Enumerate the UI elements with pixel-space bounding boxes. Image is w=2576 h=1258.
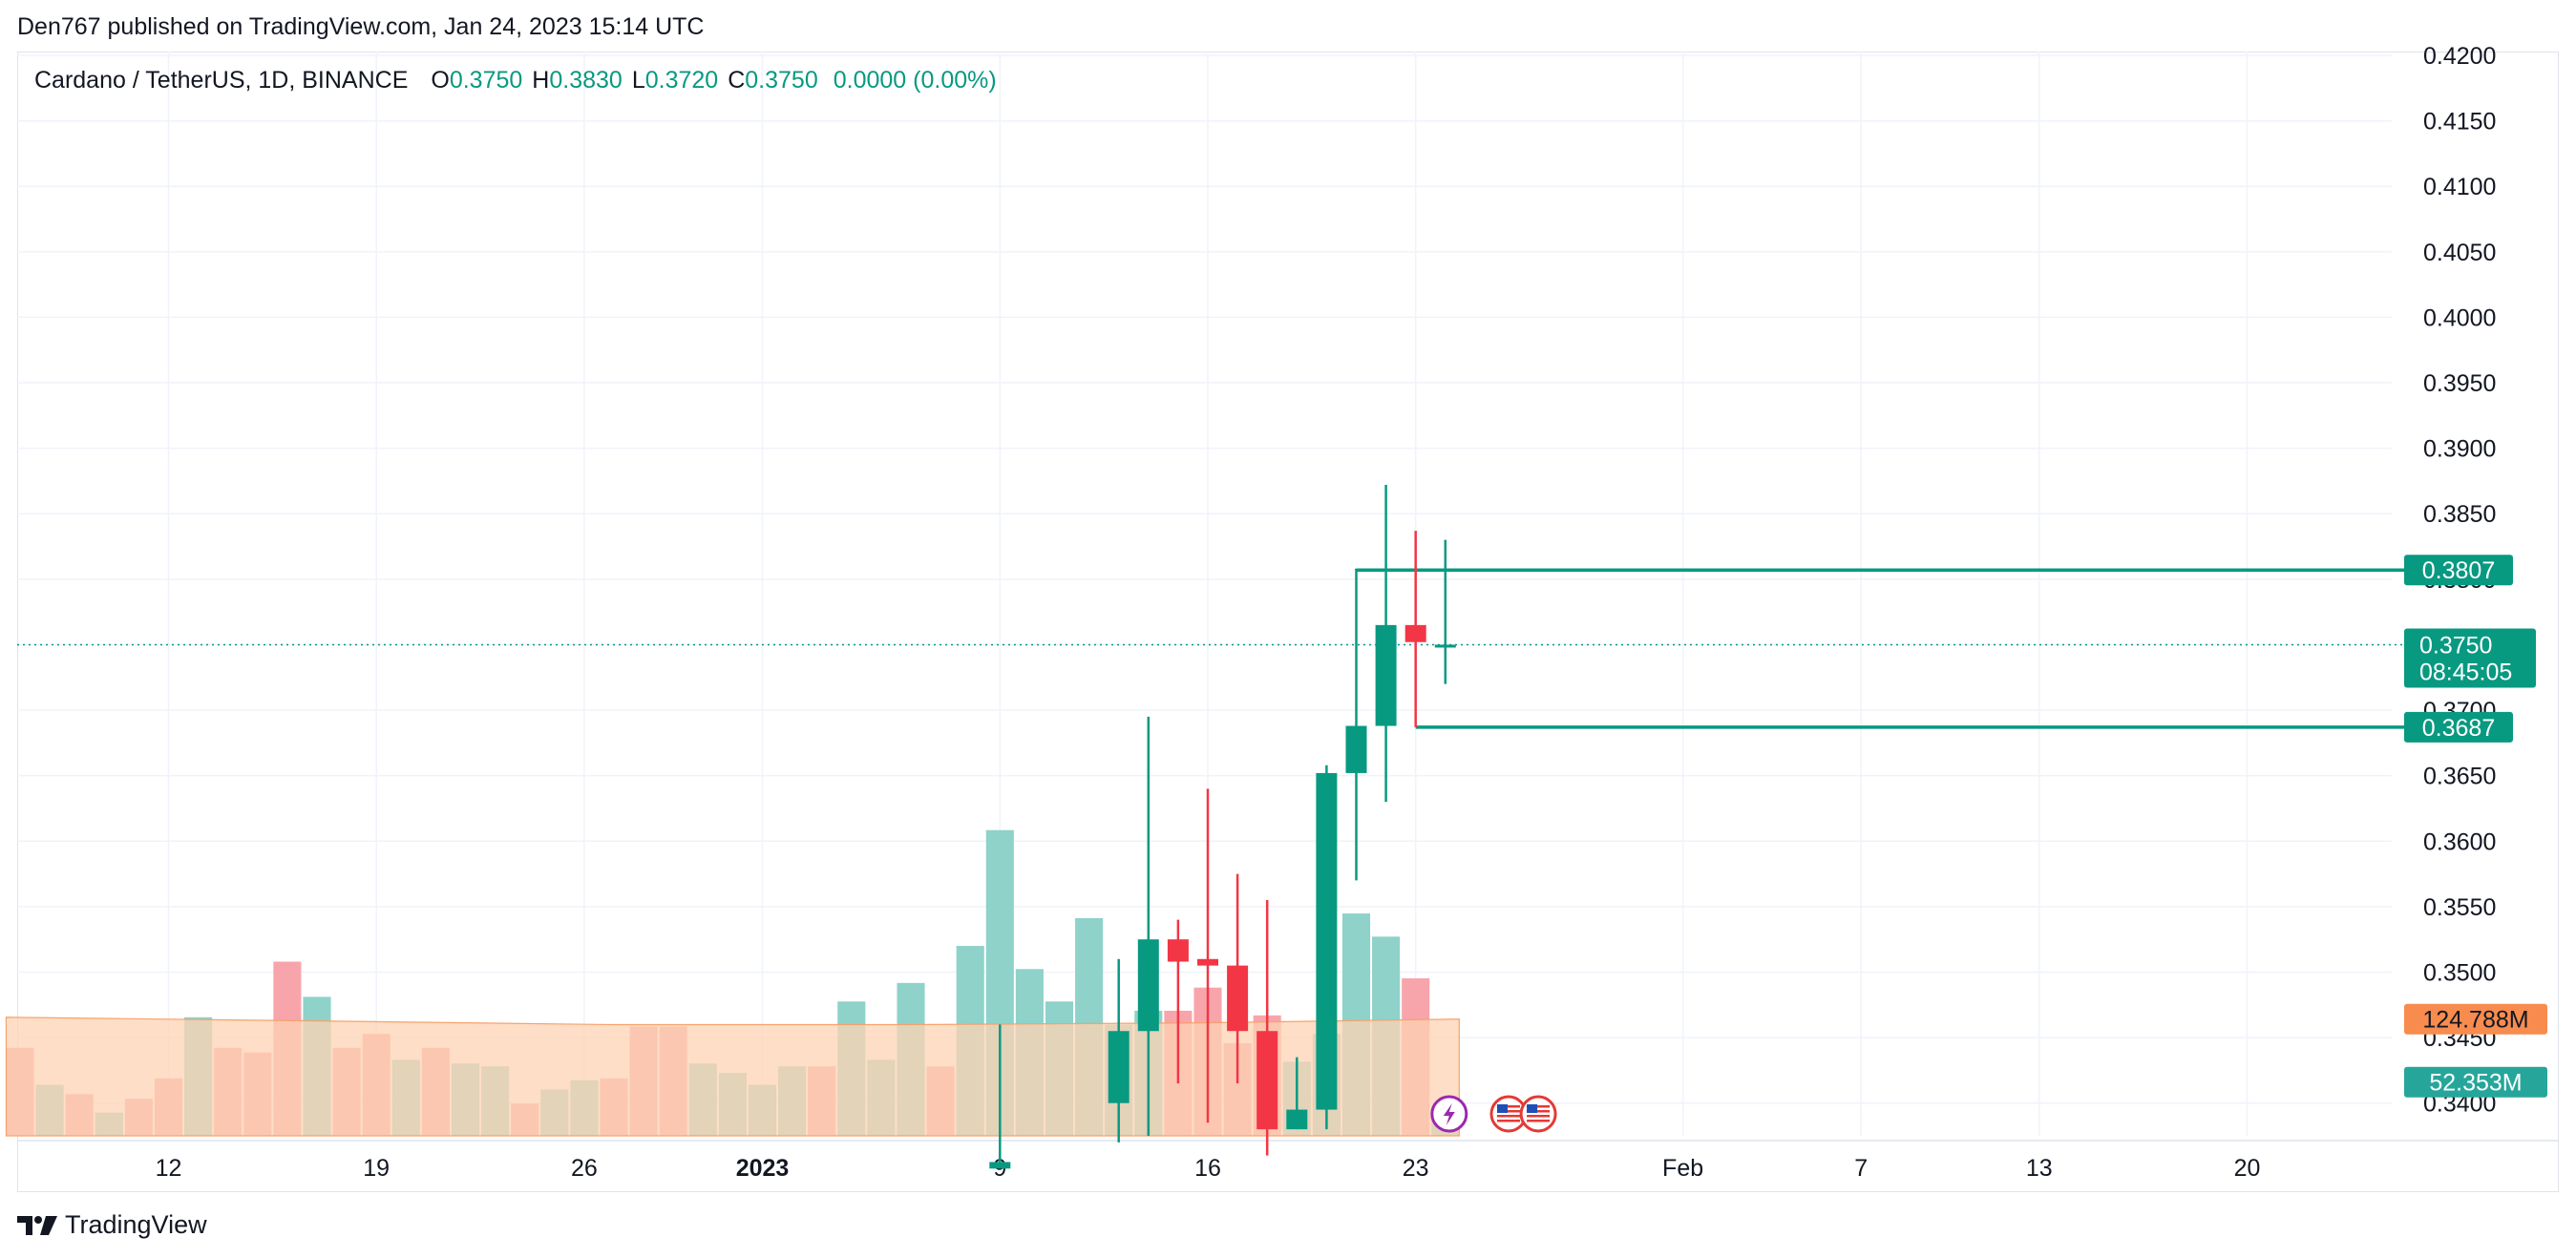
us-flag-stripe: [1497, 1115, 1520, 1118]
close-value: 0.3750: [745, 67, 818, 94]
time-tick-label: 16: [1194, 1155, 1221, 1182]
us-flag-stripe: [1527, 1105, 1551, 1108]
high-value: 0.3830: [549, 67, 623, 94]
level-label-box: [2404, 555, 2513, 586]
price-tick-label: 0.3950: [2423, 370, 2496, 397]
close-label: C: [728, 67, 746, 94]
time-tick-label: 19: [363, 1155, 390, 1182]
ohlc-legend: Cardano / TetherUS, 1D, BINANCE O0.3750 H0…: [34, 67, 997, 94]
time-tick-label: 23: [1403, 1155, 1429, 1182]
last-price-box: [2404, 628, 2536, 688]
us-flag-stripe: [1497, 1120, 1520, 1122]
candle-body: [1316, 772, 1338, 1110]
candle-body: [1345, 725, 1367, 773]
low-label: L: [631, 67, 645, 94]
last-price-label: 0.3750: [2419, 632, 2492, 659]
publisher-line: Den767 published on TradingView.com, Jan…: [17, 13, 705, 40]
time-tick-label: 2023: [736, 1155, 790, 1182]
candle-body: [989, 1162, 1011, 1169]
lightning-icon-glyph: [1443, 1103, 1455, 1125]
price-tick-label: 0.4050: [2423, 240, 2496, 266]
price-tick-label: 0.3900: [2423, 436, 2496, 463]
open-value: 0.3750: [449, 67, 523, 94]
level-label-box: [2404, 711, 2513, 743]
time-tick-label: 20: [2234, 1155, 2261, 1182]
candle-body: [1434, 644, 1456, 648]
volume-ma-area: [5, 1017, 1460, 1137]
price-tick-label: 0.4100: [2423, 174, 2496, 200]
candle-body: [1197, 958, 1218, 966]
us-flag-stripe: [1497, 1105, 1520, 1108]
us-flag-canton: [1497, 1104, 1508, 1113]
time-tick-label: 12: [156, 1155, 182, 1182]
level-label: 0.3807: [2422, 557, 2495, 584]
volume-label: 124.788M: [2422, 1007, 2528, 1034]
price-tick-label: 0.4000: [2423, 304, 2496, 331]
price-tick-label: 0.3600: [2423, 828, 2496, 855]
high-label: H: [532, 67, 550, 94]
candle-body: [1108, 1031, 1130, 1103]
us-flag-stripe: [1527, 1120, 1551, 1122]
volume-label: 52.353M: [2429, 1070, 2522, 1097]
time-tick-label: 13: [2026, 1155, 2053, 1182]
price-tick-label: 0.4150: [2423, 109, 2496, 136]
tradingview-brand: TradingView: [65, 1210, 207, 1239]
candle-body: [1137, 939, 1159, 1032]
price-tick-label: 0.3500: [2423, 959, 2496, 986]
candle-body: [1167, 939, 1189, 962]
us-flag-canton: [1527, 1104, 1538, 1113]
candle-body: [1256, 1031, 1278, 1130]
candle-body: [1286, 1109, 1308, 1130]
time-tick-label: 26: [571, 1155, 598, 1182]
time-tick-label: Feb: [1662, 1155, 1703, 1182]
volume-label-box: [2404, 1066, 2547, 1098]
open-label: O: [431, 67, 450, 94]
time-tick-label: 7: [1854, 1155, 1868, 1182]
price-tick-label: 0.3550: [2423, 894, 2496, 921]
low-value: 0.3720: [644, 67, 719, 94]
tradingview-logo-icon: [17, 1215, 57, 1235]
tradingview-logo[interactable]: TradingView: [17, 1210, 207, 1240]
chart-frame: [17, 52, 2559, 1192]
price-tick-label: 0.4200: [2423, 43, 2496, 70]
volume-label-box: [2404, 1003, 2547, 1035]
us-flag-stripe: [1497, 1110, 1520, 1113]
countdown-label: 08:45:05: [2419, 659, 2512, 685]
candle-body: [1375, 624, 1397, 726]
price-tick-label: 0.3650: [2423, 764, 2496, 790]
price-tick-label: 0.3850: [2423, 501, 2496, 528]
change-value: 0.0000 (0.00%): [833, 67, 997, 94]
us-flag-icon: [1519, 1095, 1557, 1133]
us-flag-stripe: [1527, 1110, 1551, 1113]
candle-body: [1404, 624, 1426, 642]
candle-body: [1227, 965, 1249, 1032]
level-label: 0.3687: [2422, 715, 2495, 742]
symbol-title[interactable]: Cardano / TetherUS, 1D, BINANCE: [34, 67, 409, 94]
us-flag-stripe: [1527, 1115, 1551, 1118]
